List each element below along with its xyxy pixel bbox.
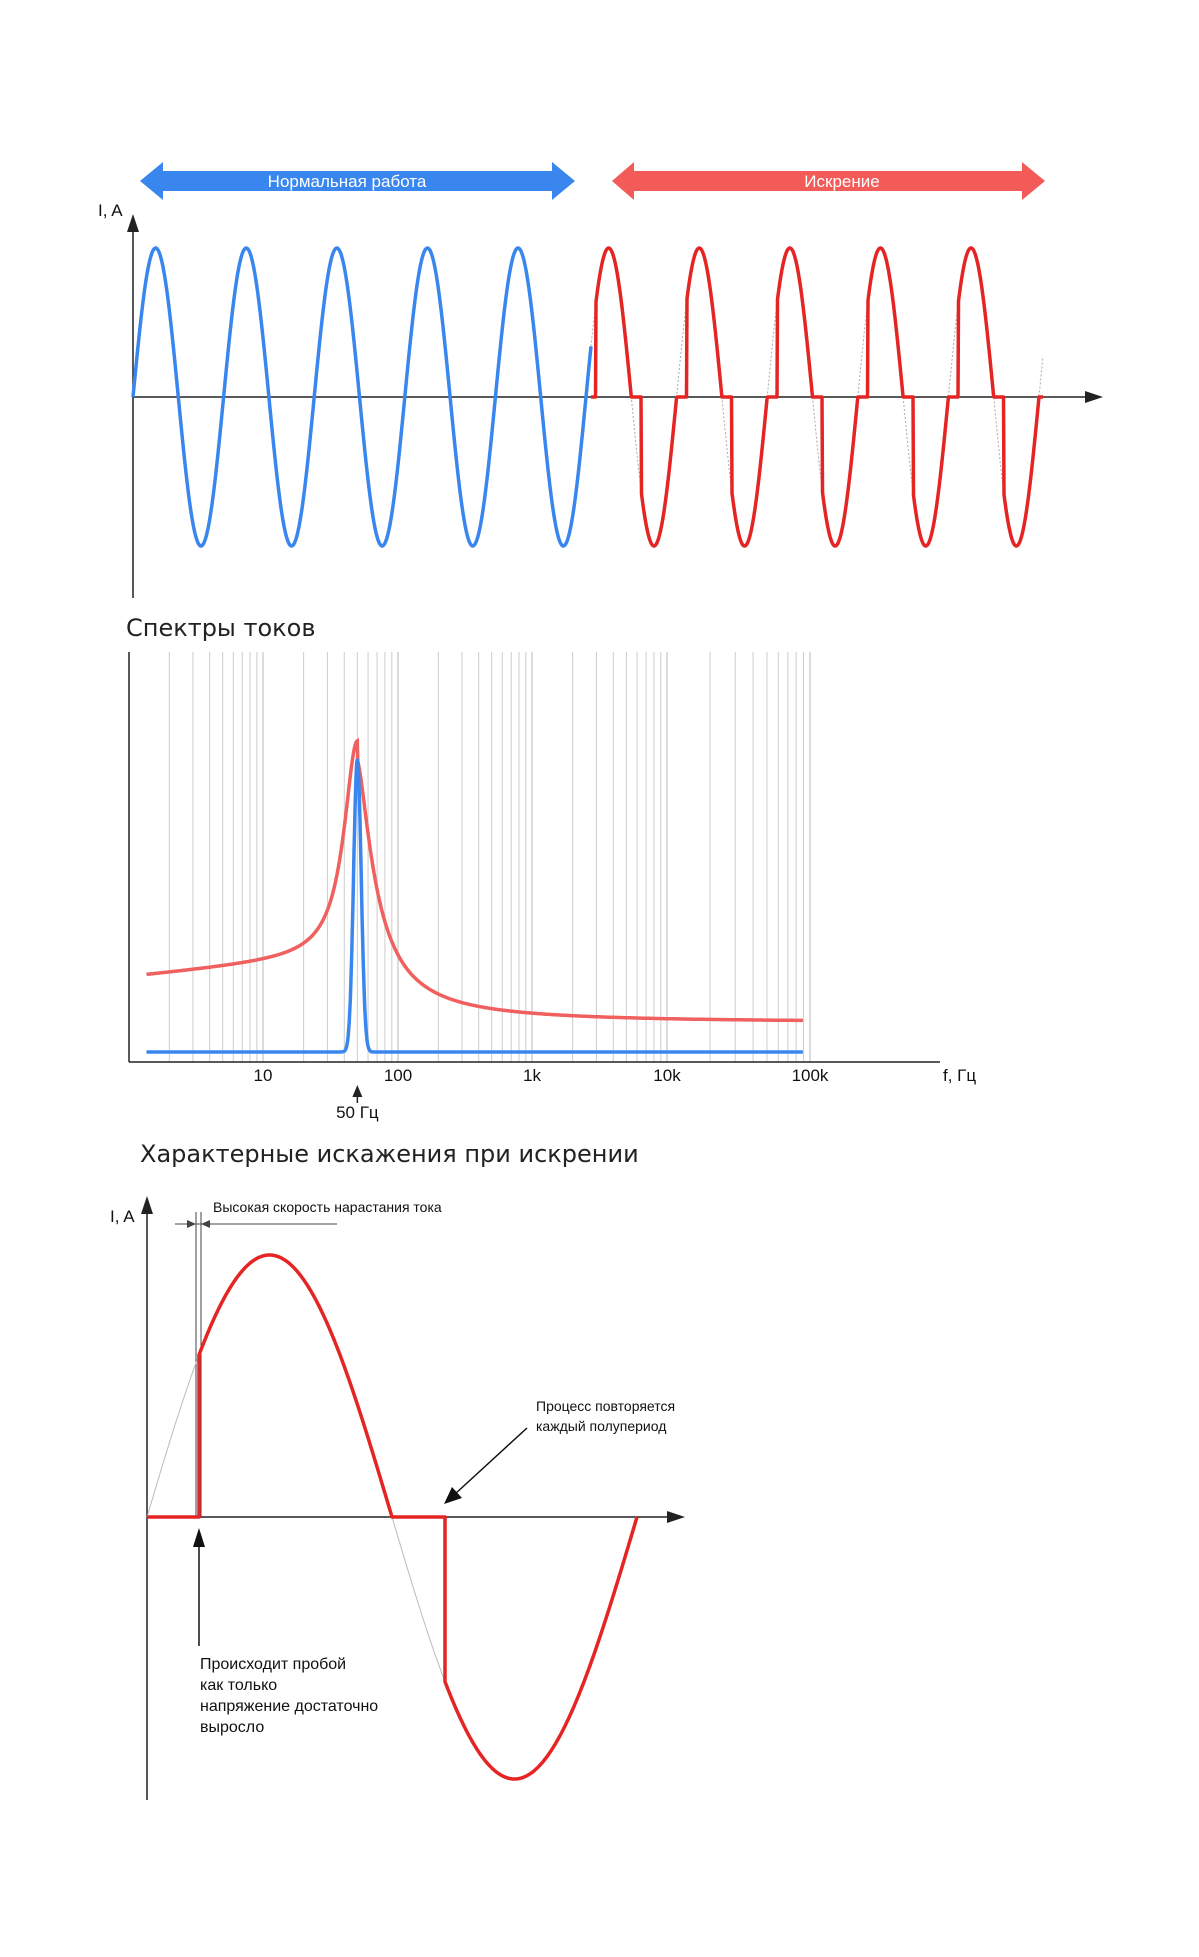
spectrum-tick-labels: 10 100 1k 10k 100k — [254, 1066, 829, 1085]
spectrum-x-axis-label: f, Гц — [943, 1066, 976, 1085]
waveform-x-axis-arrowhead — [1085, 391, 1103, 403]
distortion-detail-section: Характерные искажения при искрении I, A … — [110, 1140, 685, 1800]
rise-speed-label: Высокая скорость нарастания тока — [213, 1199, 442, 1215]
breakdown-label-line-2: как только — [200, 1677, 277, 1694]
spectrum-section: Спектры токов 10 100 1k 10k 100k f, Гц 5… — [126, 614, 976, 1122]
normal-operation-label: Нормальная работа — [268, 172, 427, 191]
breakdown-label-line-3: напряжение достаточно — [200, 1698, 378, 1715]
rise-marker-left-arrowhead — [187, 1220, 196, 1228]
breakdown-label-line-1: Происходит пробой — [200, 1656, 346, 1673]
spectrum-title: Спектры токов — [126, 614, 316, 642]
repeat-label-line-2: каждый полупериод — [536, 1418, 666, 1434]
repeat-label-line-1: Процесс повторяется — [536, 1398, 675, 1414]
sparking-current-waveform — [589, 246, 1045, 548]
repeat-pointer-line — [454, 1427, 528, 1495]
detail-x-axis-arrowhead — [667, 1511, 685, 1523]
tick-label-100: 100 — [384, 1066, 412, 1085]
breakdown-label-line-4: выросло — [200, 1719, 264, 1736]
frequency-marker-50hz: 50 Гц — [336, 1085, 379, 1122]
breakdown-pointer-arrowhead — [193, 1528, 205, 1547]
normal-spectrum-curve — [146, 758, 803, 1054]
waveform-y-axis-label: I, A — [98, 201, 123, 220]
distortion-title: Характерные искажения при искрении — [140, 1140, 639, 1168]
sparking-label: Искрение — [804, 172, 879, 191]
waveform-y-axis-arrowhead — [127, 214, 139, 232]
waveform-section: Нормальная работа Искрение I, A — [98, 162, 1103, 598]
tick-label-1k: 1k — [523, 1066, 541, 1085]
normal-current-waveform — [131, 246, 593, 548]
repeat-pointer-arrowhead — [444, 1487, 462, 1504]
detail-sparking-current — [147, 1253, 639, 1781]
tick-label-10k: 10k — [653, 1066, 681, 1085]
rise-marker-right-arrowhead — [201, 1220, 210, 1228]
detail-y-axis-label: I, A — [110, 1207, 135, 1226]
sparking-spectrum-curve — [146, 737, 803, 1023]
tick-label-10: 10 — [254, 1066, 273, 1085]
spectrum-grid — [168, 652, 811, 1062]
normal-operation-arrow — [140, 162, 575, 200]
sparking-arrow — [612, 162, 1045, 200]
detail-y-axis-arrowhead — [141, 1196, 153, 1214]
tick-label-100k: 100k — [792, 1066, 829, 1085]
frequency-marker-label: 50 Гц — [336, 1103, 379, 1122]
